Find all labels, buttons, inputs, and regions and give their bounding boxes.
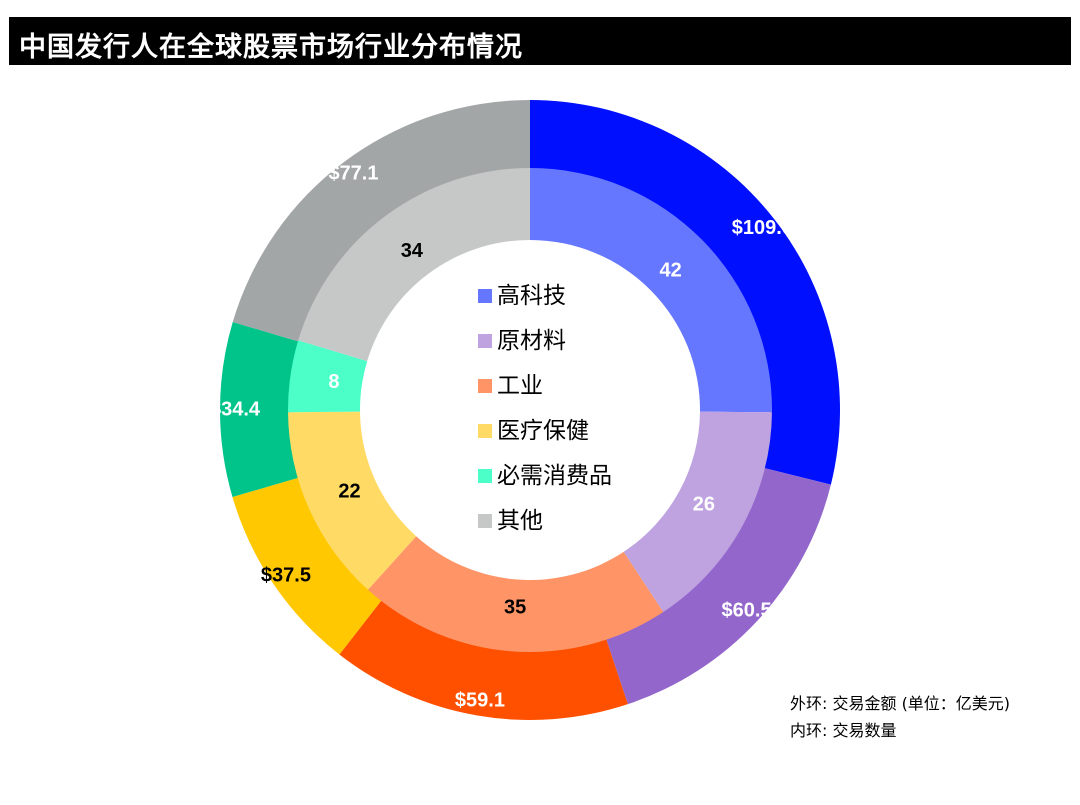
legend-label-5: 其他 xyxy=(497,508,543,534)
outer-ring-slice-0 xyxy=(530,100,840,485)
chart-notes: 外环: 交易金额 (单位：亿美元) 内环: 交易数量 xyxy=(790,690,1010,744)
outer-ring-slice-2 xyxy=(339,599,628,720)
legend-label-2: 工业 xyxy=(497,373,543,399)
outer-ring-slice-3 xyxy=(232,477,383,655)
inner-ring-slice-5 xyxy=(298,168,530,362)
outer-ring-label-0: $109.0 xyxy=(732,217,793,239)
legend-label-1: 原材料 xyxy=(497,328,566,354)
outer-ring-label-2: $59.1 xyxy=(455,690,505,712)
inner-ring-label-4: 8 xyxy=(328,371,339,393)
inner-ring-slice-4 xyxy=(288,340,368,413)
note-inner-ring: 内环: 交易数量 xyxy=(790,721,897,740)
inner-ring-slice-2 xyxy=(367,536,664,652)
chart-title: 中国发行人在全球股票市场行业分布情况 xyxy=(19,32,523,63)
legend-label-0: 高科技 xyxy=(497,283,566,309)
outer-ring-slice-4 xyxy=(220,321,300,498)
legend-swatch-4 xyxy=(478,469,492,483)
outer-ring-label-4: $34.4 xyxy=(210,399,261,421)
inner-ring-label-2: 35 xyxy=(504,596,526,618)
inner-ring-label-5: 34 xyxy=(401,240,424,262)
inner-ring-slice-0 xyxy=(530,168,773,413)
outer-ring-label-1: $60.5 xyxy=(722,599,772,621)
outer-ring-label-5: $77.1 xyxy=(328,163,378,185)
legend-swatch-5 xyxy=(478,514,492,528)
inner-ring-label-3: 22 xyxy=(338,480,360,502)
inner-ring-label-0: 42 xyxy=(660,260,682,282)
inner-ring-slice-1 xyxy=(623,411,772,613)
inner-ring-label-1: 26 xyxy=(693,494,715,516)
legend-swatch-2 xyxy=(478,379,492,393)
title-bar: 中国发行人在全球股票市场行业分布情况 xyxy=(9,17,1071,65)
inner-ring-slice-3 xyxy=(288,411,417,590)
note-outer-ring: 外环: 交易金额 (单位：亿美元) xyxy=(790,694,1011,713)
legend-swatch-3 xyxy=(478,424,492,438)
legend-label-4: 必需消费品 xyxy=(497,463,612,489)
legend-label-3: 医疗保健 xyxy=(497,418,589,444)
legend-swatch-1 xyxy=(478,334,492,348)
legend-swatch-0 xyxy=(478,289,492,303)
outer-ring-slice-1 xyxy=(605,467,831,705)
outer-ring-label-3: $37.5 xyxy=(261,565,311,587)
